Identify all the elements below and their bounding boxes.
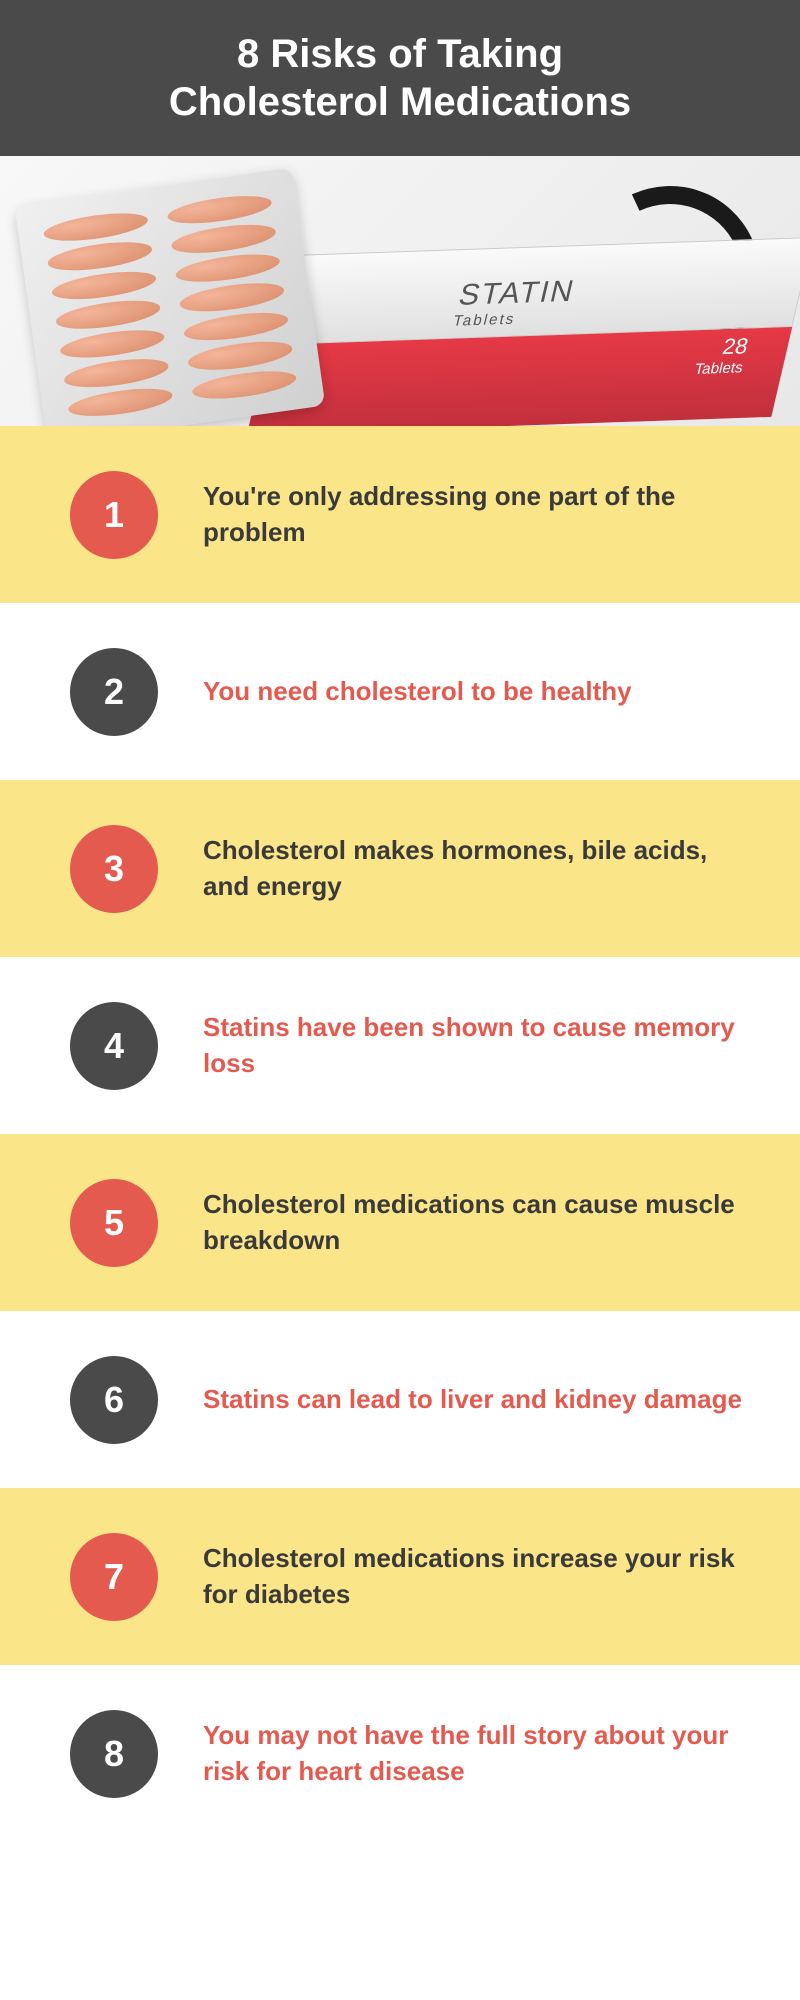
pill-icon bbox=[59, 325, 166, 363]
risk-text: You need cholesterol to be healthy bbox=[203, 674, 750, 709]
pill-icon bbox=[182, 308, 289, 346]
risk-text: Statins can lead to liver and kidney dam… bbox=[203, 1382, 750, 1417]
title-line1: 8 Risks of Taking bbox=[40, 30, 760, 78]
risk-number-badge: 1 bbox=[70, 471, 158, 559]
risk-text: Cholesterol medications can cause muscle… bbox=[203, 1187, 750, 1257]
risk-number-badge: 4 bbox=[70, 1002, 158, 1090]
risk-row: 3 Cholesterol makes hormones, bile acids,… bbox=[0, 780, 800, 957]
pill-icon bbox=[67, 383, 174, 421]
risk-row: 8 You may not have the full story about y… bbox=[0, 1665, 800, 1842]
box-label-big: STATIN bbox=[456, 275, 579, 312]
risk-text: You may not have the full story about yo… bbox=[203, 1718, 750, 1788]
blister-pack bbox=[15, 168, 326, 426]
pill-icon bbox=[63, 354, 170, 392]
pill-icon bbox=[166, 191, 273, 229]
title-line2: Cholesterol Medications bbox=[40, 78, 760, 126]
risk-row: 4 Statins have been shown to cause memory… bbox=[0, 957, 800, 1134]
pill-icon bbox=[178, 278, 285, 316]
risk-row: 1 You're only addressing one part of the … bbox=[0, 426, 800, 603]
pill-icon bbox=[191, 366, 298, 404]
risks-list: 1 You're only addressing one part of the … bbox=[0, 426, 800, 1842]
pill-icon bbox=[54, 296, 161, 334]
box-label: STATIN Tablets bbox=[451, 275, 578, 330]
medication-box: STATIN Tablets 28 Tablets bbox=[247, 237, 800, 426]
pill-icon bbox=[46, 238, 153, 276]
risk-row: 2 You need cholesterol to be healthy bbox=[0, 603, 800, 780]
risk-text: You're only addressing one part of the p… bbox=[203, 479, 750, 549]
pill-icon bbox=[186, 337, 293, 375]
header-banner: 8 Risks of Taking Cholesterol Medication… bbox=[0, 0, 800, 156]
risk-row: 5 Cholesterol medications can cause muscl… bbox=[0, 1134, 800, 1311]
risk-number-badge: 3 bbox=[70, 825, 158, 913]
risk-row: 6 Statins can lead to liver and kidney da… bbox=[0, 1311, 800, 1488]
risk-number-badge: 7 bbox=[70, 1533, 158, 1621]
risk-text: Cholesterol makes hormones, bile acids, … bbox=[203, 833, 750, 903]
risk-row: 7 Cholesterol medications increase your r… bbox=[0, 1488, 800, 1665]
risk-number-badge: 5 bbox=[70, 1179, 158, 1267]
risk-number-badge: 6 bbox=[70, 1356, 158, 1444]
pill-icon bbox=[174, 249, 281, 287]
hero-image: STATIN Tablets 28 Tablets bbox=[0, 156, 800, 426]
risk-text: Statins have been shown to cause memory … bbox=[203, 1010, 750, 1080]
risk-number-badge: 2 bbox=[70, 648, 158, 736]
pill-icon bbox=[170, 220, 277, 258]
risk-text: Cholesterol medications increase your ri… bbox=[203, 1541, 750, 1611]
pill-icon bbox=[50, 267, 157, 305]
risk-number-badge: 8 bbox=[70, 1710, 158, 1798]
box-count-label: Tablets bbox=[693, 359, 745, 378]
pill-icon bbox=[42, 208, 149, 246]
